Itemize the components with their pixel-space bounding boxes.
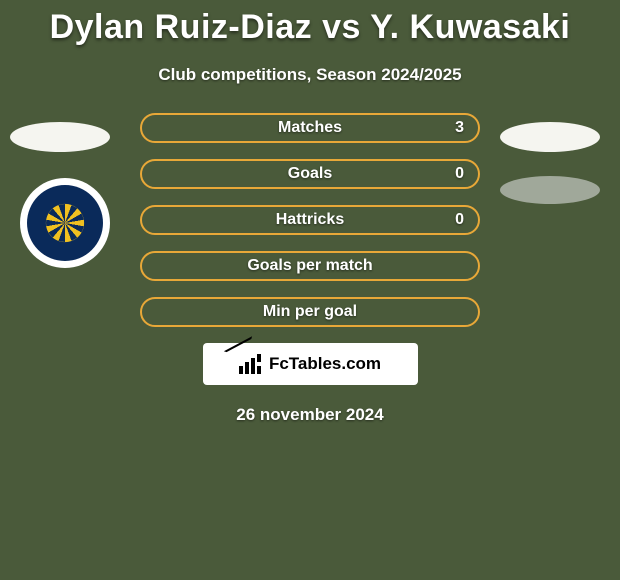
stat-row-min-per-goal: Min per goal (140, 297, 480, 327)
stat-value: 3 (455, 119, 464, 137)
club-badge (20, 178, 110, 268)
stat-row-hattricks: Hattricks 0 (140, 205, 480, 235)
stat-row-matches: Matches 3 (140, 113, 480, 143)
stat-label: Matches (278, 119, 342, 137)
page-title: Dylan Ruiz-Diaz vs Y. Kuwasaki (0, 0, 620, 47)
brand-box: FcTables.com (203, 343, 418, 385)
stat-value: 0 (455, 165, 464, 183)
stat-row-goals-per-match: Goals per match (140, 251, 480, 281)
player-shadow-right (500, 176, 600, 204)
stat-label: Goals per match (247, 257, 372, 275)
date-label: 26 november 2024 (0, 405, 620, 425)
stat-value: 0 (455, 211, 464, 229)
stat-label: Goals (288, 165, 332, 183)
stat-row-goals: Goals 0 (140, 159, 480, 189)
brand-text: FcTables.com (269, 354, 381, 374)
page-subtitle: Club competitions, Season 2024/2025 (0, 65, 620, 85)
stat-label: Hattricks (276, 211, 344, 229)
stats-container: Matches 3 Goals 0 Hattricks 0 Goals per … (140, 113, 480, 327)
player-avatar-right (500, 122, 600, 152)
club-badge-inner (27, 185, 103, 261)
stat-label: Min per goal (263, 303, 357, 321)
brand-chart-icon (239, 354, 263, 374)
player-avatar-left (10, 122, 110, 152)
